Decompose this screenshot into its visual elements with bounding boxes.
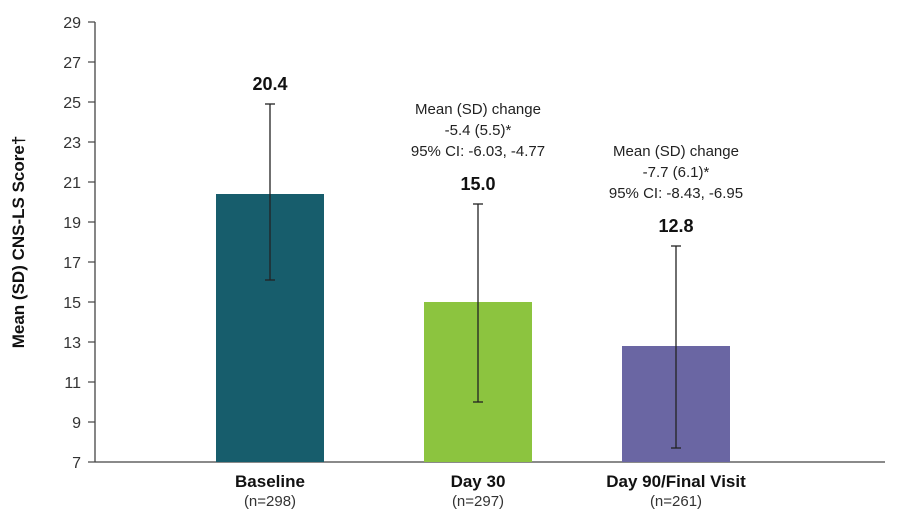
y-tick-label: 15 [63, 295, 81, 312]
annotation-line: -7.7 (6.1)* [643, 164, 710, 181]
x-category-labels: Baseline (n=298) Day 30 (n=297) Day 90/Final… [235, 472, 746, 510]
y-tick-label: 27 [63, 55, 81, 72]
x-n-label: (n=261) [650, 493, 702, 510]
annotation-line: Mean (SD) change [415, 101, 541, 118]
annotation-line: 95% CI: -6.03, -4.77 [411, 143, 545, 160]
y-ticks: 7 9 11 13 15 17 19 21 23 25 27 29 [63, 15, 95, 472]
y-tick-label: 21 [63, 175, 81, 192]
x-category-label: Day 30 [451, 472, 506, 491]
value-label: 15.0 [460, 174, 495, 194]
change-annotation: Mean (SD) change -5.4 (5.5)* 95% CI: -6.03… [411, 101, 545, 160]
y-axis-title: Mean (SD) CNS-LS Score† [9, 136, 28, 349]
error-bars [265, 103, 681, 449]
change-annotation: Mean (SD) change -7.7 (6.1)* 95% CI: -8.43… [609, 143, 743, 202]
y-tick-label: 9 [72, 415, 81, 432]
y-tick-label: 17 [63, 255, 81, 272]
error-bar [473, 203, 483, 403]
y-tick-label: 29 [63, 15, 81, 32]
bars [216, 194, 730, 462]
y-tick-label: 23 [63, 135, 81, 152]
error-bar [671, 245, 681, 449]
x-n-label: (n=297) [452, 493, 504, 510]
y-tick-label: 25 [63, 95, 81, 112]
x-category-label: Baseline [235, 472, 305, 491]
x-n-label: (n=298) [244, 493, 296, 510]
annotation-line: -5.4 (5.5)* [445, 122, 512, 139]
value-labels: 20.4 15.0 12.8 [252, 74, 693, 236]
annotations: Mean (SD) change -5.4 (5.5)* 95% CI: -6.03… [411, 101, 743, 202]
y-tick-label: 19 [63, 215, 81, 232]
value-label: 12.8 [658, 216, 693, 236]
annotation-line: 95% CI: -8.43, -6.95 [609, 185, 743, 202]
error-bar [265, 103, 275, 281]
y-tick-label: 7 [72, 455, 81, 472]
annotation-line: Mean (SD) change [613, 143, 739, 160]
y-tick-label: 13 [63, 335, 81, 352]
value-label: 20.4 [252, 74, 287, 94]
y-tick-label: 11 [64, 375, 81, 392]
x-category-label: Day 90/Final Visit [606, 472, 746, 491]
